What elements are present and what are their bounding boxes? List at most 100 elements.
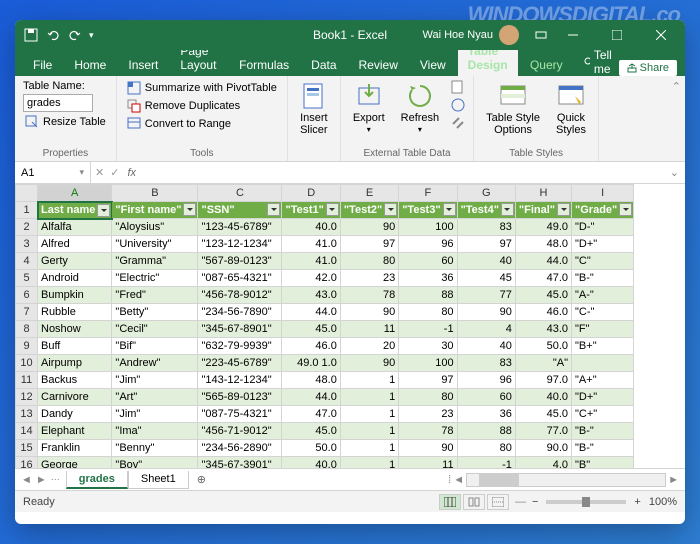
cell[interactable]: 96 [457,372,515,389]
cell[interactable]: 50.0 [515,338,571,355]
qat-dropdown-icon[interactable]: ▾ [89,30,94,41]
table-header-cell[interactable]: "Test4" [457,202,515,219]
filter-dropdown-icon[interactable] [384,203,397,216]
cell[interactable]: "Bif" [112,338,198,355]
row-header-4[interactable]: 4 [16,253,38,270]
cell[interactable]: 97 [340,236,398,253]
table-style-options-button[interactable]: Table Style Options [482,80,544,138]
cell[interactable]: 83 [457,355,515,372]
cell[interactable]: "B-" [572,423,634,440]
cell[interactable]: 40.0 [282,219,340,236]
cell[interactable]: 47.0 [282,406,340,423]
row-header-5[interactable]: 5 [16,270,38,287]
cell[interactable]: "F" [572,321,634,338]
cell[interactable]: Dandy [38,406,112,423]
cell[interactable]: Alfred [38,236,112,253]
collapse-ribbon-icon[interactable]: ⌃ [668,76,685,161]
cell[interactable]: "D+" [572,389,634,406]
filter-dropdown-icon[interactable] [557,203,570,216]
refresh-button[interactable]: Refresh▾ [397,80,444,137]
cell[interactable] [572,355,634,372]
cell[interactable]: Alfalfa [38,219,112,236]
cell[interactable]: Gerty [38,253,112,270]
share-button[interactable]: Share [619,60,677,76]
cell[interactable]: 4.0 [515,457,571,469]
cell[interactable]: 11 [399,457,457,469]
cell[interactable]: 97.0 [515,372,571,389]
table-header-cell[interactable]: "Test2" [340,202,398,219]
cell[interactable]: "Cecil" [112,321,198,338]
row-header-8[interactable]: 8 [16,321,38,338]
hscroll-left-icon[interactable]: ◄ [453,474,464,486]
column-header-C[interactable]: C [198,185,282,202]
tab-formulas[interactable]: Formulas [229,54,299,76]
cell[interactable]: 90 [457,304,515,321]
cell[interactable]: "Boy" [112,457,198,469]
cell[interactable]: 44.0 [282,389,340,406]
cell[interactable]: 90 [399,440,457,457]
insert-slicer-button[interactable]: Insert Slicer [296,80,332,138]
cell[interactable]: "Fred" [112,287,198,304]
cell[interactable]: 49.0 [515,219,571,236]
cell[interactable]: 78 [399,423,457,440]
filter-dropdown-icon[interactable] [183,203,196,216]
cell[interactable]: "223-45-6789" [198,355,282,372]
cell[interactable]: 40 [457,253,515,270]
page-layout-view-button[interactable] [463,494,485,510]
cell[interactable]: Buff [38,338,112,355]
cell[interactable]: "Betty" [112,304,198,321]
quick-styles-button[interactable]: Quick Styles [552,80,590,138]
cell[interactable]: "C-" [572,304,634,321]
cell[interactable]: Backus [38,372,112,389]
cell[interactable]: 45.0 [282,423,340,440]
cell[interactable]: "087-65-4321" [198,270,282,287]
sheet-tab-grades[interactable]: grades [66,471,128,489]
cell[interactable]: -1 [399,321,457,338]
column-header-E[interactable]: E [340,185,398,202]
cell[interactable]: 23 [340,270,398,287]
cell[interactable]: 80 [399,304,457,321]
cell[interactable]: "345-67-8901" [198,321,282,338]
tab-file[interactable]: File [23,54,62,76]
cell[interactable]: "632-79-9939" [198,338,282,355]
zoom-out-button[interactable]: − [532,496,538,508]
cell[interactable]: 80 [399,389,457,406]
cell[interactable]: 43.0 [515,321,571,338]
cell[interactable]: 77 [457,287,515,304]
cell[interactable]: "B+" [572,338,634,355]
row-header-16[interactable]: 16 [16,457,38,469]
cell[interactable]: "567-89-0123" [198,253,282,270]
zoom-in-button[interactable]: + [634,496,640,508]
row-header-7[interactable]: 7 [16,304,38,321]
cell[interactable]: 48.0 [515,236,571,253]
cell[interactable]: 23 [399,406,457,423]
sheet-tab-sheet1[interactable]: Sheet1 [128,471,189,489]
tab-home[interactable]: Home [64,54,116,76]
cell[interactable]: "C+" [572,406,634,423]
table-header-cell[interactable]: "Final" [515,202,571,219]
row-header-3[interactable]: 3 [16,236,38,253]
cell[interactable]: 1 [340,406,398,423]
filter-dropdown-icon[interactable] [326,203,339,216]
cell[interactable]: 60 [457,389,515,406]
cell[interactable]: Rubble [38,304,112,321]
zoom-slider[interactable] [546,500,626,504]
properties-icon[interactable] [451,80,465,94]
filter-dropdown-icon[interactable] [443,203,456,216]
user-account[interactable]: Wai Hoe Nyau [422,25,519,45]
cell[interactable]: Bumpkin [38,287,112,304]
cell[interactable]: 45.0 [515,406,571,423]
select-all-corner[interactable] [16,185,38,202]
cell[interactable]: 100 [399,355,457,372]
cell[interactable]: 80 [457,440,515,457]
cell[interactable]: 11 [340,321,398,338]
cell[interactable]: "123-45-6789" [198,219,282,236]
table-header-cell[interactable]: "Test1" [282,202,340,219]
table-header-cell[interactable]: "Test3" [399,202,457,219]
cell[interactable]: 44.0 [282,304,340,321]
row-header-6[interactable]: 6 [16,287,38,304]
tab-insert[interactable]: Insert [118,54,168,76]
cell[interactable]: 40 [457,338,515,355]
cell[interactable]: 30 [399,338,457,355]
cell[interactable]: "A-" [572,287,634,304]
